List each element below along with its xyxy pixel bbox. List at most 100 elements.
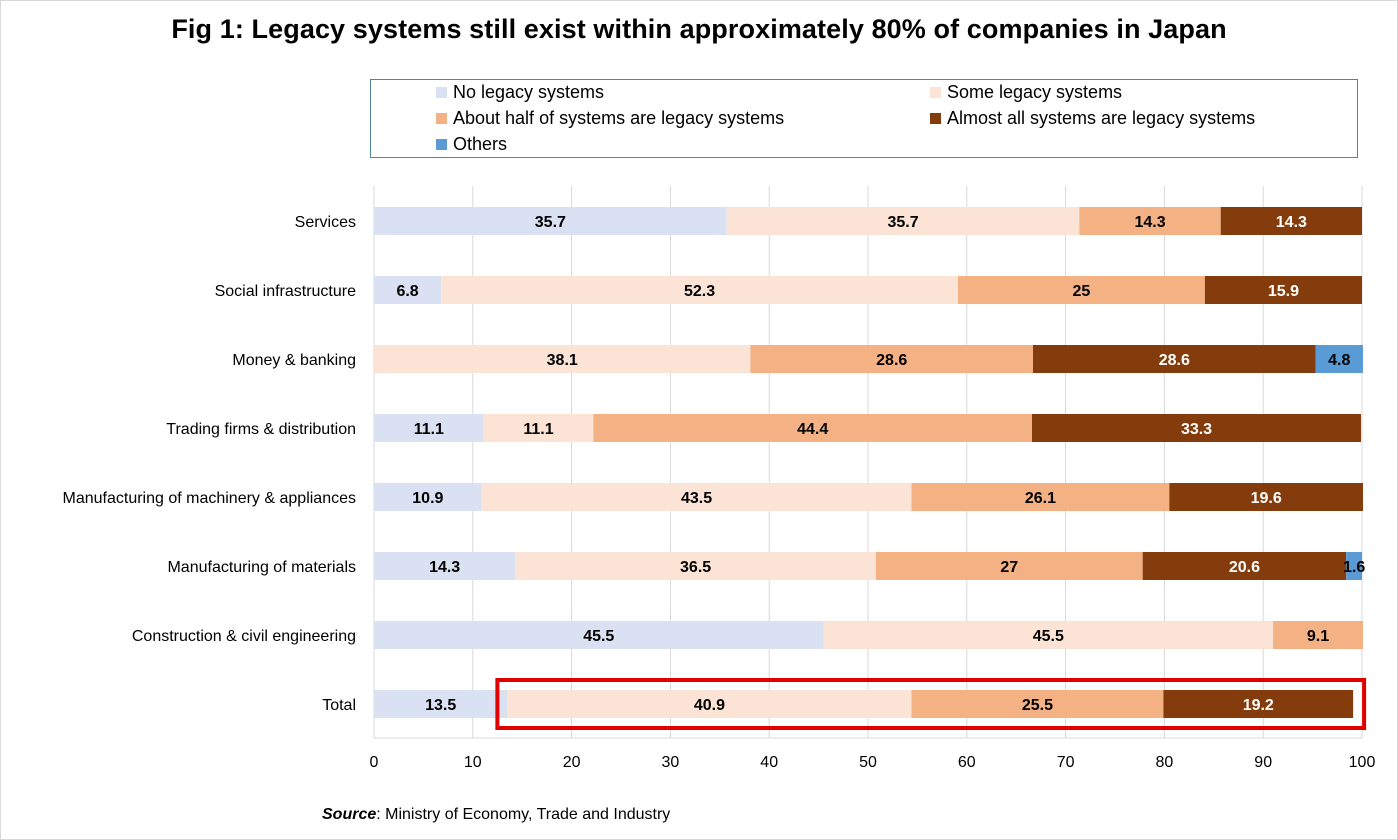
bar-segment	[1142, 552, 1347, 580]
data-label: 35.7	[888, 214, 919, 231]
source-label: Source	[322, 806, 377, 823]
legend-item-about-half: About half of systems are legacy systems	[436, 108, 785, 129]
data-label: 6.8	[396, 283, 418, 300]
data-label: 10.9	[412, 490, 443, 507]
data-label: 38.1	[547, 352, 578, 369]
x-tick-label: 50	[859, 754, 877, 771]
legend-label: No legacy systems	[453, 82, 605, 102]
bar-segment	[1169, 483, 1363, 511]
bar-segment	[593, 414, 1033, 442]
data-label: 14.3	[1276, 214, 1307, 231]
bar-segment	[483, 414, 594, 442]
x-tick-label: 90	[1254, 754, 1272, 771]
bar-segment	[374, 690, 508, 718]
data-label: 14.3	[429, 559, 460, 576]
source-note: Source: Ministry of Economy, Trade and I…	[322, 806, 670, 824]
bar-segment	[481, 483, 912, 511]
bar-segment	[875, 552, 1143, 580]
category-label: Construction & civil engineering	[132, 628, 356, 645]
bar-segment	[1204, 276, 1362, 304]
legend-swatch	[436, 113, 447, 124]
bar-segment	[374, 207, 727, 235]
data-label: 28.6	[1159, 352, 1190, 369]
legend-item-others: Others	[436, 134, 508, 155]
x-tick-label: 10	[464, 754, 482, 771]
legend-label: Some legacy systems	[947, 82, 1123, 102]
x-tick-label: 0	[370, 754, 379, 771]
bar-segment	[1220, 207, 1362, 235]
data-label: 11.1	[414, 421, 444, 438]
data-label: 27	[1000, 559, 1018, 576]
data-label: 36.5	[680, 559, 711, 576]
data-label: 20.6	[1229, 559, 1260, 576]
bar-segment	[1315, 345, 1363, 373]
x-tick-label: 70	[1057, 754, 1075, 771]
bar-segment	[374, 276, 442, 304]
legend-label: Others	[453, 134, 508, 154]
bar-segment	[957, 276, 1205, 304]
data-label: 35.7	[535, 214, 566, 231]
bar-segment	[1163, 690, 1354, 718]
data-label: 1.6	[1343, 559, 1365, 576]
data-label: 45.5	[1033, 628, 1064, 645]
data-label: 19.2	[1243, 697, 1274, 714]
legend-swatch	[436, 87, 447, 98]
data-label: 25	[1073, 283, 1091, 300]
data-label: 14.3	[1135, 214, 1166, 231]
x-tick-label: 40	[760, 754, 778, 771]
data-label: 25.5	[1022, 697, 1053, 714]
bar-segment	[1273, 621, 1363, 649]
source-text: : Ministry of Economy, Trade and Industr…	[376, 806, 671, 823]
data-label: 19.6	[1251, 490, 1282, 507]
bar-segment	[823, 621, 1274, 649]
bar-segment	[1346, 552, 1362, 580]
legend: No legacy systems Some legacy systems Ab…	[370, 79, 1358, 158]
data-label: 52.3	[684, 283, 715, 300]
bar-segment	[911, 690, 1164, 718]
x-tick-label: 30	[662, 754, 680, 771]
bar-segment	[374, 345, 751, 373]
data-label: 43.5	[681, 490, 712, 507]
bar-segment	[507, 690, 912, 718]
bar-segment	[1079, 207, 1221, 235]
bar-segment	[750, 345, 1033, 373]
bar-segment	[1032, 345, 1316, 373]
bar-segment	[911, 483, 1170, 511]
legend-item-no-legacy: No legacy systems	[436, 82, 605, 103]
highlight-box	[495, 678, 1367, 730]
data-label: 40.9	[694, 697, 725, 714]
bar-segment	[374, 552, 516, 580]
bar-segment	[374, 414, 484, 442]
x-tick-label: 60	[958, 754, 976, 771]
data-label: 26.1	[1025, 490, 1056, 507]
x-tick-label: 20	[563, 754, 581, 771]
bar-segment	[1032, 414, 1362, 442]
data-label: 28.6	[876, 352, 907, 369]
data-label: 11.1	[523, 421, 553, 438]
category-label: Social infrastructure	[215, 283, 356, 300]
data-label: 9.1	[1307, 628, 1329, 645]
legend-label: Almost all systems are legacy systems	[947, 108, 1256, 128]
legend-label: About half of systems are legacy systems	[453, 108, 785, 128]
bar-segment	[374, 621, 824, 649]
category-label: Manufacturing of materials	[167, 559, 356, 576]
data-label: 44.4	[797, 421, 828, 438]
x-tick-label: 80	[1156, 754, 1174, 771]
legend-item-some-legacy: Some legacy systems	[930, 82, 1123, 103]
category-label: Trading firms & distribution	[166, 421, 356, 438]
category-label: Money & banking	[232, 352, 356, 369]
bar-segment	[374, 483, 482, 511]
category-label: Total	[322, 697, 356, 714]
data-label: 33.3	[1181, 421, 1212, 438]
data-label: 4.8	[1328, 352, 1350, 369]
legend-swatch	[436, 139, 447, 150]
x-tick-label: 100	[1349, 754, 1376, 771]
legend-item-almost-all: Almost all systems are legacy systems	[930, 108, 1256, 129]
bar-segment	[441, 276, 958, 304]
legend-swatch	[930, 87, 941, 98]
data-label: 13.5	[425, 697, 456, 714]
bar-segment	[515, 552, 876, 580]
chart-title: Fig 1: Legacy systems still exist within…	[171, 14, 1227, 44]
data-label: 15.9	[1268, 283, 1299, 300]
